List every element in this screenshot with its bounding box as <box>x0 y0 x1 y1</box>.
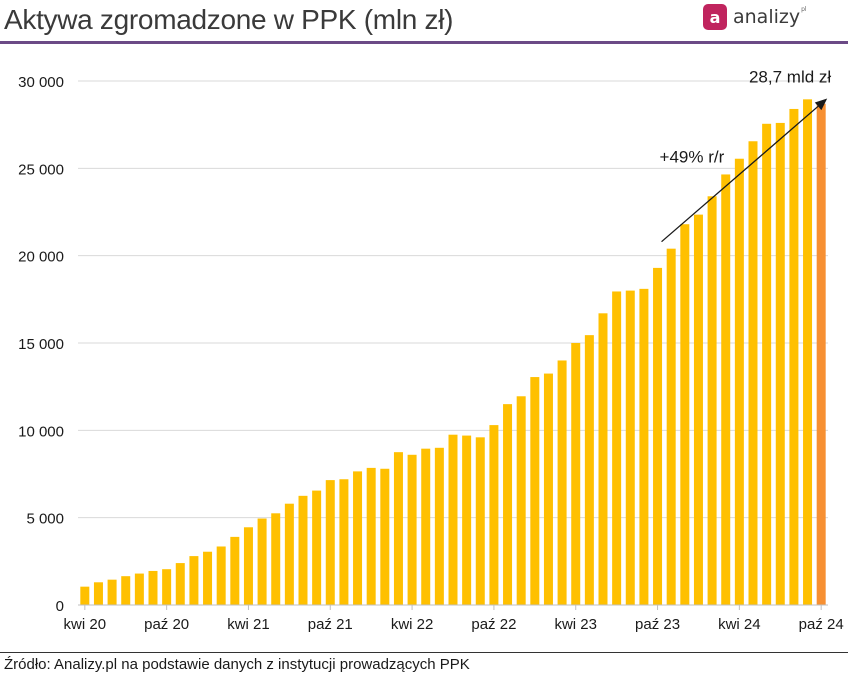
x-tick-label: kwi 24 <box>718 616 761 633</box>
bars <box>80 99 826 606</box>
bar <box>516 396 526 605</box>
growth-annotation: +49% r/r <box>660 147 725 166</box>
bar <box>734 158 744 605</box>
y-tick-label: 15 000 <box>18 336 64 353</box>
bar <box>475 437 485 605</box>
bar <box>298 495 308 605</box>
bar <box>680 224 690 605</box>
bar <box>339 479 349 605</box>
bar <box>284 503 294 605</box>
y-tick-label: 0 <box>56 598 64 615</box>
chart-title: Aktywa zgromadzone w PPK (mln zł) <box>4 4 454 35</box>
bar <box>448 434 458 605</box>
x-tick-label: kwi 23 <box>554 616 597 633</box>
title-divider <box>0 41 848 44</box>
bar <box>271 513 281 605</box>
y-tick-label: 5 000 <box>26 511 64 528</box>
bar <box>80 586 90 605</box>
bar <box>543 373 553 605</box>
bar <box>216 546 226 605</box>
bar <box>598 313 608 605</box>
gridlines <box>78 80 828 519</box>
bar <box>584 335 594 605</box>
source-note: Źródło: Analizy.pl na podstawie danych z… <box>4 656 470 673</box>
x-tick-label: paź 22 <box>471 616 516 633</box>
logo-text: analizypl <box>733 6 807 28</box>
bar <box>653 267 663 605</box>
bar <box>693 214 703 605</box>
x-tick-label: paź 23 <box>635 616 680 633</box>
bar <box>639 288 649 605</box>
annotations: +49% r/r 28,7 mld zł <box>660 68 831 243</box>
bar <box>162 569 172 605</box>
y-axis-ticks: 0 5 000 10 000 15 000 20 000 25 000 30 000 <box>18 74 64 615</box>
x-tick-label: paź 20 <box>144 616 189 633</box>
bar <box>557 360 567 605</box>
bar <box>775 122 785 606</box>
bar-chart: 0 5 000 10 000 15 000 20 000 25 000 30 000 kwi… <box>18 68 844 633</box>
bar <box>366 467 376 605</box>
bar <box>625 290 635 605</box>
total-annotation: 28,7 mld zł <box>749 68 831 87</box>
x-axis-ticks: kwi 20 paź 20 kwi 21 paź 21 kwi 22 paź 22 kwi … <box>64 605 844 633</box>
logo-mark-icon: a <box>703 4 727 30</box>
bar <box>803 99 813 605</box>
bar <box>230 536 240 605</box>
bar <box>571 343 581 605</box>
bar <box>721 174 731 605</box>
bar <box>612 291 622 605</box>
bar <box>312 490 322 605</box>
bar <box>325 480 335 605</box>
bar <box>748 141 758 605</box>
bar <box>353 471 363 605</box>
bar <box>121 576 131 605</box>
bar <box>421 448 431 605</box>
x-tick-label: paź 24 <box>799 616 844 633</box>
bar <box>407 454 417 605</box>
bar <box>175 563 185 605</box>
y-tick-label: 10 000 <box>18 423 64 440</box>
bar <box>530 377 540 605</box>
logo-name: analizy <box>733 6 801 28</box>
x-tick-label: kwi 21 <box>227 616 270 633</box>
trend-arrow-head <box>814 98 828 111</box>
bar <box>666 248 676 605</box>
y-tick-label: 30 000 <box>18 74 64 91</box>
bar <box>257 518 267 605</box>
brand-logo: a analizypl <box>703 2 807 32</box>
bar <box>434 447 444 605</box>
bar <box>393 452 403 605</box>
bar <box>93 582 103 605</box>
bar-latest <box>816 103 826 605</box>
trend-arrow <box>661 105 819 243</box>
source-divider <box>0 652 848 653</box>
bar <box>462 435 472 605</box>
x-tick-label: kwi 22 <box>391 616 434 633</box>
bar <box>707 196 717 605</box>
y-tick-label: 25 000 <box>18 161 64 178</box>
x-tick-label: kwi 20 <box>64 616 107 633</box>
x-tick-label: paź 21 <box>308 616 353 633</box>
bar <box>380 468 390 605</box>
y-tick-label: 20 000 <box>18 249 64 266</box>
bar <box>134 573 144 605</box>
bar <box>762 123 772 605</box>
bar <box>789 108 799 606</box>
bar <box>243 527 253 605</box>
bar <box>148 570 158 605</box>
logo-superscript: pl <box>801 6 807 13</box>
bar <box>503 404 513 605</box>
bar <box>107 579 117 605</box>
bar <box>189 556 199 605</box>
bar <box>203 551 213 605</box>
bar <box>489 425 499 605</box>
